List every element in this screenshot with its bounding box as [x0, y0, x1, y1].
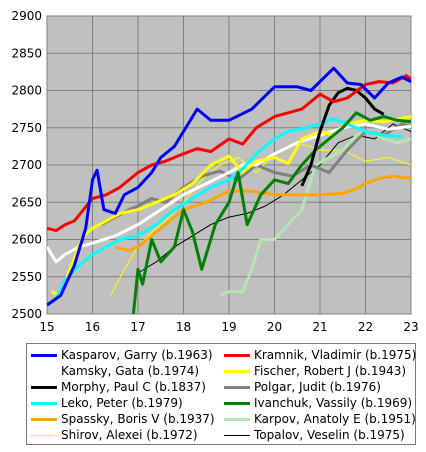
legend-label: Karpov, Anatoly E (b.1951) — [254, 412, 416, 426]
legend-label: Ivanchuk, Vassily (b.1969) — [254, 396, 413, 410]
series-line-10 — [110, 142, 411, 296]
legend-label: Leko, Peter (b.1979) — [61, 396, 183, 410]
x-tick-label: 16 — [85, 320, 100, 334]
y-tick-label: 2600 — [11, 233, 42, 247]
series-line-4 — [300, 86, 385, 187]
x-tick-label: 22 — [358, 320, 373, 334]
legend-label: Kasparov, Garry (b.1963) — [61, 348, 213, 362]
y-tick-label: 2550 — [11, 270, 42, 284]
legend-swatch — [31, 401, 57, 405]
x-tick-label: 20 — [267, 320, 282, 334]
legend-label: Spassky, Boris V (b.1937) — [61, 412, 215, 426]
y-tick-label: 2900 — [11, 9, 42, 23]
y-tick-label: 2750 — [11, 121, 42, 135]
series-line-6 — [47, 117, 403, 307]
legend-item: Leko, Peter (b.1979) — [31, 395, 183, 411]
legend-item: Karpov, Anatoly E (b.1951) — [224, 411, 416, 427]
y-tick-label: 2800 — [11, 84, 42, 98]
x-tick-label: 15 — [39, 320, 54, 334]
x-tick-label: 23 — [403, 320, 418, 334]
legend-swatch — [31, 434, 57, 436]
legend-swatch — [31, 353, 57, 357]
legend-item: Kasparov, Garry (b.1963) — [31, 347, 213, 363]
x-tick-label: 21 — [312, 320, 327, 334]
legend-item: Ivanchuk, Vassily (b.1969) — [224, 395, 412, 411]
legend-swatch — [224, 417, 250, 421]
legend-label: Morphy, Paul C (b.1837) — [61, 380, 206, 394]
legend-item: Kamsky, Gata (b.1974) — [31, 363, 199, 379]
y-tick-label: 2650 — [11, 195, 42, 209]
legend-item: Morphy, Paul C (b.1837) — [31, 379, 206, 395]
legend: Kasparov, Garry (b.1963) Kramnik, Vladimi… — [26, 343, 416, 445]
legend-item: Kramnik, Vladimir (b.1975) — [224, 347, 416, 363]
legend-item: Spassky, Boris V (b.1937) — [31, 411, 215, 427]
x-axis: 15 16 17 18 19 20 21 22 23 — [39, 320, 418, 334]
series-line-7 — [131, 111, 411, 314]
legend-label: Topalov, Veselin (b.1975) — [254, 428, 405, 442]
legend-swatch — [224, 369, 250, 373]
legend-label: Fischer, Robert J (b.1943) — [254, 364, 407, 378]
x-tick-label: 17 — [130, 320, 145, 334]
legend-swatch — [224, 385, 250, 389]
legend-swatch — [31, 369, 57, 373]
legend-swatch — [224, 434, 250, 436]
series-layer — [47, 66, 411, 314]
legend-item: Polgar, Judit (b.1976) — [224, 379, 381, 395]
y-tick-label: 2700 — [11, 158, 42, 172]
legend-swatch — [224, 401, 250, 405]
y-axis: 2500 2550 2600 2650 2700 2750 2800 2850 2900 — [11, 9, 42, 321]
legend-swatch — [224, 353, 250, 357]
legend-label: Shirov, Alexei (b.1972) — [61, 428, 198, 442]
legend-swatch — [31, 417, 57, 421]
legend-item: Shirov, Alexei (b.1972) — [31, 427, 198, 443]
legend-swatch — [31, 385, 57, 389]
legend-label: Kramnik, Vladimir (b.1975) — [254, 348, 417, 362]
legend-label: Kamsky, Gata (b.1974) — [61, 364, 200, 378]
legend-label: Polgar, Judit (b.1976) — [254, 380, 381, 394]
legend-item: Topalov, Veselin (b.1975) — [224, 427, 405, 443]
y-tick-label: 2850 — [11, 46, 42, 60]
series-line-11 — [137, 123, 411, 274]
series-line-5 — [100, 122, 411, 226]
series-line-0 — [47, 66, 411, 307]
legend-item: Fischer, Robert J (b.1943) — [224, 363, 406, 379]
x-tick-label: 18 — [176, 320, 191, 334]
y-tick-label: 2500 — [11, 307, 42, 321]
x-tick-label: 19 — [221, 320, 236, 334]
